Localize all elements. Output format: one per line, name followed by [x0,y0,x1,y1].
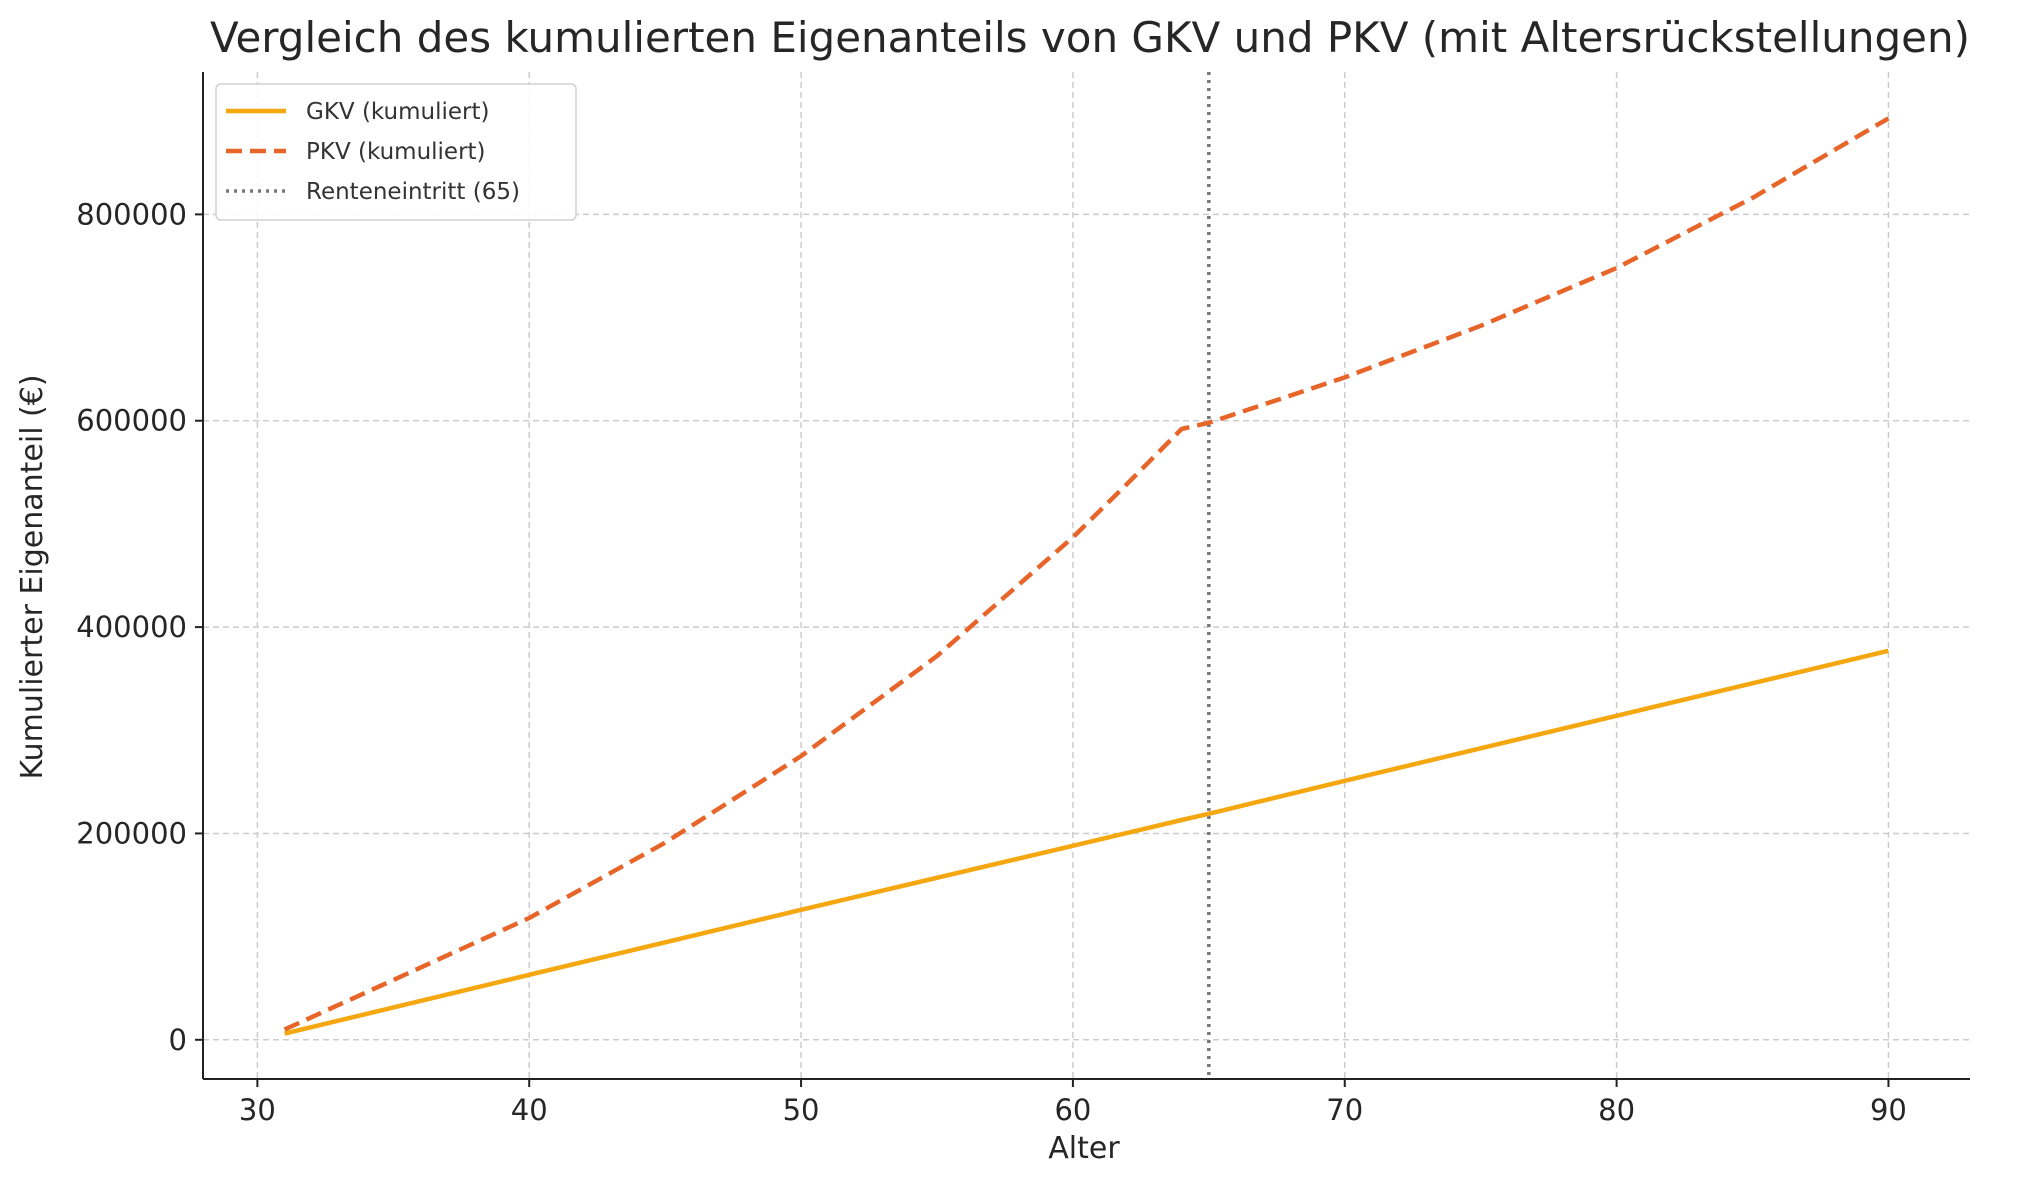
x-tick-label: 60 [1054,1093,1091,1127]
x-axis-label: Alter [1048,1131,1120,1166]
y-axis-label: Kumulierter Eigenanteil (€) [15,374,50,779]
axes-layer [202,72,1970,1080]
y-tick-label: 0 [169,1023,187,1057]
y-tick-label: 200000 [76,816,187,850]
gkv-line [284,648,1889,1036]
grid-layer [203,72,1970,1079]
x-tick-label: 90 [1870,1093,1907,1127]
y-tick-label: 600000 [76,404,187,438]
legend-box [215,83,577,221]
chart-title: Vergleich des kumulierten Eigenanteils v… [210,13,1970,62]
legend-label-pkv: PKV (kumuliert) [306,139,486,165]
x-tick-label: 70 [1326,1093,1363,1127]
y-tick-label: 400000 [76,610,187,644]
x-tick-label: 40 [511,1093,548,1127]
ticks-layer: 30 40 50 60 70 80 90 0 200000 400000 600000 800000 [76,197,1907,1127]
legend-label-retirement: Renteneintritt (65) [306,179,520,205]
x-tick-label: 50 [783,1093,820,1127]
x-tick-label: 80 [1598,1093,1635,1127]
y-tick-label: 800000 [76,197,187,231]
legend-label-gkv: GKV (kumuliert) [306,99,489,125]
series-layer [283,72,1890,1079]
legend: GKV (kumuliert) PKV (kumuliert) Renteneint… [215,83,577,221]
x-tick-label: 30 [239,1093,276,1127]
pkv-line [283,116,1890,1032]
